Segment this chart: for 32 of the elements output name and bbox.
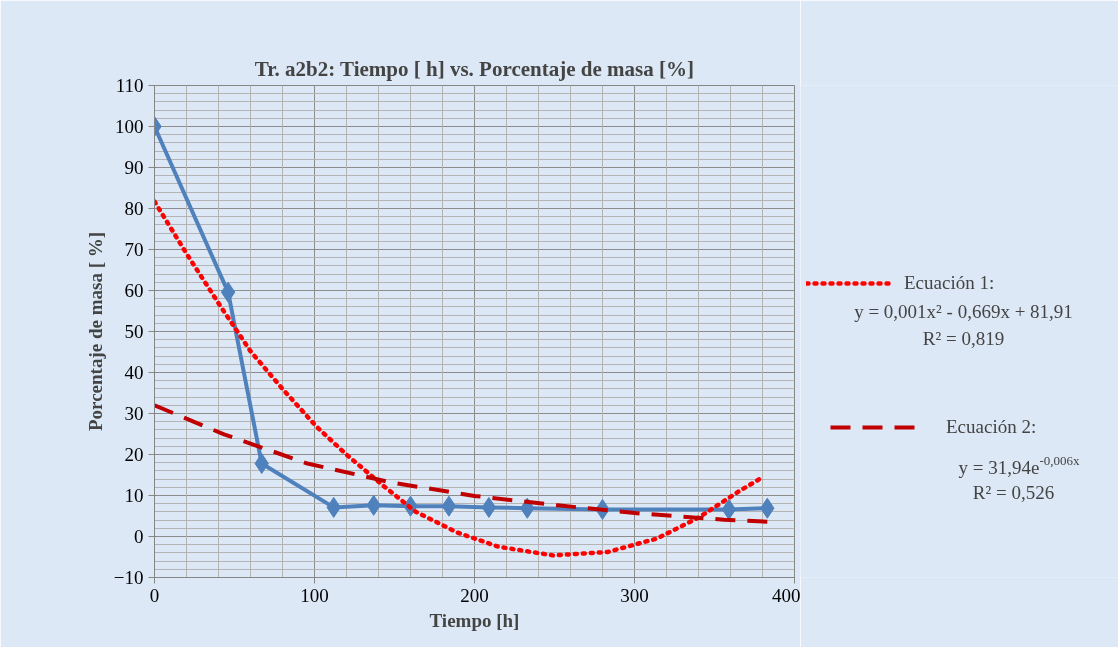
y-axis-title: Porcentaje de masa [ %] (84, 231, 106, 432)
y-tick-label: 50 (124, 321, 144, 342)
line-series (154, 403, 770, 524)
x-tick-label: 400 (772, 584, 801, 606)
point (481, 496, 497, 518)
y-tick-label: −10 (113, 567, 144, 588)
y-tick-label: 30 (124, 403, 144, 424)
point (220, 281, 236, 303)
y-tick-label: 100 (115, 116, 144, 137)
y-tick-label: 60 (124, 280, 144, 301)
y-tick-label: 90 (124, 157, 144, 178)
text: y = 0,001x² - 0,669x + 81,91 (854, 301, 1073, 322)
point (441, 495, 457, 517)
chart-title: Tr. a2b2: Tiempo [ h] vs. Porcentaje de masa [%] (254, 56, 694, 81)
y-tick-label: 0 (134, 526, 144, 547)
y-tick-label: 10 (124, 485, 144, 506)
x-tick-label: 0 (149, 584, 160, 606)
legend-label: Ecuación 1: (904, 272, 995, 294)
y-tick-label: 40 (124, 362, 144, 383)
x-tick-label: 100 (300, 584, 329, 606)
x-tick-label: 200 (460, 584, 489, 606)
y-tick-label: 70 (124, 239, 144, 260)
text: R² = 0,819 (922, 328, 1005, 349)
y-tick-label: 80 (124, 198, 144, 219)
y-tick-label: 110 (115, 75, 144, 96)
y-tick-label: 20 (124, 444, 144, 465)
text: R² = 0,526 (972, 482, 1055, 503)
point (721, 498, 737, 520)
x-tick-label: 300 (620, 584, 649, 606)
x-axis-title: Tiempo [h] (429, 609, 520, 631)
line-series (154, 199, 764, 558)
legend-label: Ecuación 2: (946, 416, 1037, 438)
